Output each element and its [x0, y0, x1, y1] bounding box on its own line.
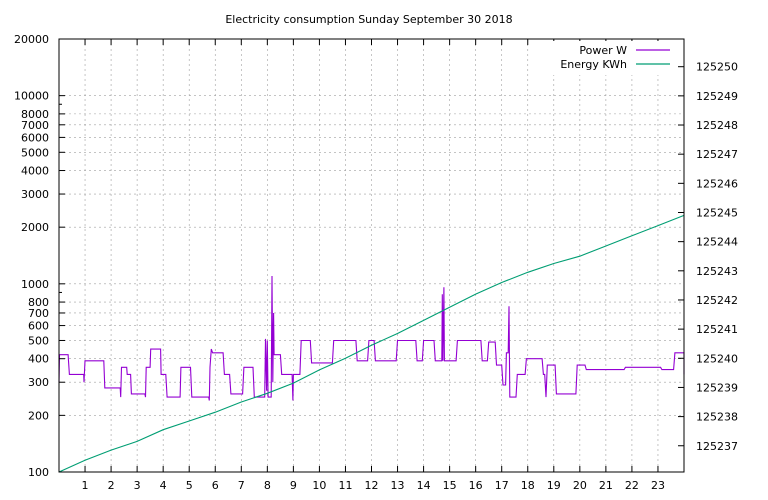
x-tick-label: 9 [290, 479, 297, 492]
x-tick-label: 22 [625, 479, 639, 492]
y-tick-label: 20000 [14, 33, 49, 46]
y2-tick-label: 125250 [696, 61, 738, 74]
y-tick-label: 700 [28, 307, 49, 320]
y2-tick-label: 125238 [696, 411, 738, 424]
axes: 1 2 3 4 5 6 7 8 9 10 11 12 13 14 15 16 17 18 19 20 21 22 23100… [14, 33, 738, 492]
x-tick-label: 1 [82, 479, 89, 492]
x-tick-label: 4 [160, 479, 167, 492]
legend-label-energy: Energy KWh [560, 58, 627, 71]
y-tick-label: 600 [28, 320, 49, 333]
y-tick-label: 3000 [21, 188, 49, 201]
y2-tick-label: 125243 [696, 265, 738, 278]
x-tick-label: 15 [443, 479, 457, 492]
y-tick-label: 200 [28, 409, 49, 422]
x-tick-label: 3 [134, 479, 141, 492]
y2-tick-label: 125249 [696, 90, 738, 103]
series-line-1 [58, 214, 685, 473]
y-tick-label: 2000 [21, 221, 49, 234]
y2-tick-label: 125241 [696, 323, 738, 336]
y2-tick-label: 125245 [696, 206, 738, 219]
x-tick-label: 5 [186, 479, 193, 492]
y-tick-label: 7000 [21, 119, 49, 132]
x-tick-label: 16 [469, 479, 483, 492]
x-tick-label: 23 [651, 479, 665, 492]
y-tick-label: 300 [28, 376, 49, 389]
y2-tick-label: 125242 [696, 294, 738, 307]
y2-tick-label: 125247 [696, 148, 738, 161]
x-tick-label: 13 [391, 479, 405, 492]
y2-tick-label: 125239 [696, 381, 738, 394]
x-tick-label: 20 [573, 479, 587, 492]
x-tick-label: 18 [521, 479, 535, 492]
x-tick-label: 7 [238, 479, 245, 492]
y-tick-label: 6000 [21, 131, 49, 144]
y-tick-label: 400 [28, 353, 49, 366]
x-tick-label: 12 [365, 479, 379, 492]
y2-tick-label: 125248 [696, 119, 738, 132]
x-tick-label: 21 [599, 479, 613, 492]
y-tick-label: 8000 [21, 108, 49, 121]
series-line-0 [58, 275, 685, 401]
x-tick-label: 14 [417, 479, 431, 492]
x-tick-label: 6 [212, 479, 219, 492]
x-tick-label: 19 [547, 479, 561, 492]
legend: Power W Energy KWh [550, 41, 678, 75]
grid [59, 39, 684, 472]
y-tick-label: 1000 [21, 278, 49, 291]
y2-tick-label: 125240 [696, 352, 738, 365]
x-tick-label: 17 [495, 479, 509, 492]
x-tick-label: 8 [264, 479, 271, 492]
x-tick-label: 11 [338, 479, 352, 492]
x-tick-label: 10 [312, 479, 326, 492]
chart-title: Electricity consumption Sunday September… [225, 13, 512, 26]
y-tick-label: 800 [28, 296, 49, 309]
y-tick-label: 5000 [21, 146, 49, 159]
y-tick-label: 500 [28, 334, 49, 347]
legend-label-power: Power W [579, 44, 627, 57]
legend-box [550, 41, 678, 75]
y2-tick-label: 125244 [696, 236, 738, 249]
y-tick-label: 10000 [14, 90, 49, 103]
series-layer [58, 214, 685, 473]
y-tick-label: 100 [28, 466, 49, 479]
y2-tick-label: 125237 [696, 440, 738, 453]
x-tick-label: 2 [108, 479, 115, 492]
y2-tick-label: 125246 [696, 177, 738, 190]
y-tick-label: 4000 [21, 165, 49, 178]
